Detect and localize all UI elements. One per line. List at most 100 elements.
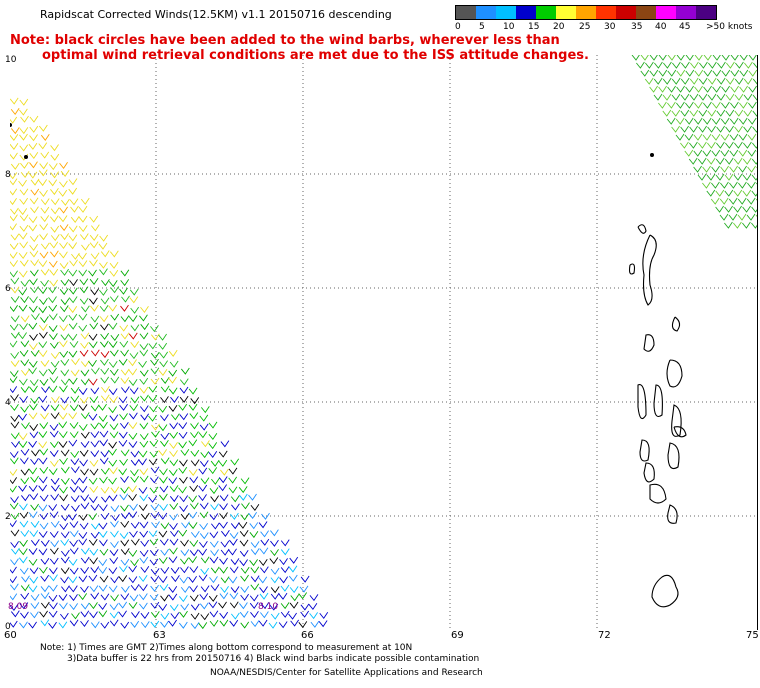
wind-barb: [169, 502, 179, 510]
wind-barb: [719, 213, 729, 221]
wind-barb: [99, 234, 109, 242]
wind-barb: [40, 151, 50, 159]
wind-barb: [280, 584, 290, 592]
wind-barb: [99, 304, 109, 313]
wind-barb: [198, 574, 208, 582]
wind-barb: [68, 234, 78, 242]
wind-barb: [190, 531, 200, 539]
wind-barb: [711, 165, 720, 173]
wind-barb: [662, 109, 672, 117]
wind-barb: [698, 77, 708, 85]
wind-barb: [80, 441, 90, 449]
wind-barb: [702, 117, 712, 125]
wind-barb: [190, 612, 200, 620]
wind-barb: [667, 69, 677, 77]
wind-barb: [688, 157, 698, 165]
wind-barb: [10, 242, 19, 250]
wind-barb: [49, 279, 59, 287]
wind-barb: [99, 504, 108, 512]
wind-barb: [38, 179, 48, 187]
wind-barb: [249, 522, 259, 530]
wind-barb: [10, 370, 19, 378]
wind-barb: [78, 404, 88, 412]
wind-barb: [707, 77, 717, 85]
island-outline: [667, 442, 680, 470]
wind-barb: [48, 286, 57, 294]
wind-barb: [689, 141, 698, 149]
time-marker-mid: 8.10: [258, 602, 279, 612]
wind-barb: [719, 197, 729, 205]
wind-barb: [139, 468, 149, 476]
wind-barb: [30, 188, 40, 196]
wind-barb: [258, 619, 268, 627]
wind-barb: [140, 539, 150, 547]
wind-barb: [288, 612, 297, 620]
wind-barb: [99, 261, 108, 269]
wind-barb: [681, 61, 690, 69]
wind-barb: [99, 288, 108, 296]
wind-barb: [270, 586, 280, 594]
wind-barb: [159, 538, 169, 546]
wind-barb: [78, 324, 88, 332]
wind-barb: [208, 421, 218, 429]
wind-barb: [140, 323, 150, 331]
wind-barb: [120, 279, 130, 287]
wind-barb: [19, 520, 29, 528]
wind-barb: [729, 117, 739, 125]
wind-barb: [99, 476, 108, 484]
wind-barb: [189, 585, 198, 593]
wind-barb: [109, 396, 118, 404]
wind-barb: [79, 286, 89, 294]
wind-barb: [60, 567, 70, 575]
wind-barb: [149, 558, 159, 566]
wind-barb: [58, 431, 68, 439]
wind-barb: [168, 369, 178, 377]
wind-barb: [269, 557, 279, 565]
wind-barb: [79, 233, 89, 241]
wind-barb: [10, 251, 18, 259]
wind-barb: [108, 304, 118, 312]
wind-barb: [250, 611, 259, 619]
wind-barb: [720, 165, 729, 173]
wind-barb: [100, 323, 109, 331]
wind-barb: [739, 85, 748, 93]
wind-barb: [80, 494, 90, 502]
wind-barb: [169, 547, 178, 555]
wind-barb: [90, 450, 100, 458]
wind-barb: [90, 422, 100, 430]
wind-barb: [689, 77, 699, 85]
wind-barb: [168, 585, 178, 593]
wind-barb: [10, 133, 19, 141]
wind-barb: [101, 495, 110, 503]
wind-barb: [130, 306, 140, 314]
wind-barb: [88, 496, 98, 504]
wind-barb: [159, 503, 168, 511]
wind-barb: [49, 547, 59, 555]
wind-barb: [50, 352, 60, 360]
wind-barb: [180, 549, 190, 557]
wind-barb: [60, 531, 70, 539]
wind-barb: [148, 385, 158, 393]
wind-barb: [180, 539, 189, 547]
wind-barb: [150, 358, 159, 366]
wind-barb: [160, 620, 169, 628]
wind-barb: [60, 539, 70, 547]
wind-barb: [38, 441, 48, 449]
wind-barb: [720, 133, 730, 141]
wind-barb: [249, 594, 259, 602]
wind-barb: [69, 404, 79, 412]
wind-barb: [58, 315, 68, 323]
wind-barb: [38, 287, 48, 295]
wind-barb: [100, 450, 110, 458]
wind-barb: [170, 529, 179, 537]
wind-barb: [219, 503, 228, 511]
wind-barb: [119, 532, 129, 540]
wind-barb: [30, 458, 39, 466]
wind-barb: [229, 619, 239, 627]
wind-barb: [18, 484, 27, 492]
wind-barb: [39, 512, 49, 520]
wind-barb: [724, 189, 734, 197]
wind-barb: [752, 142, 757, 149]
wind-barb: [90, 431, 100, 439]
wind-barb: [98, 584, 108, 592]
